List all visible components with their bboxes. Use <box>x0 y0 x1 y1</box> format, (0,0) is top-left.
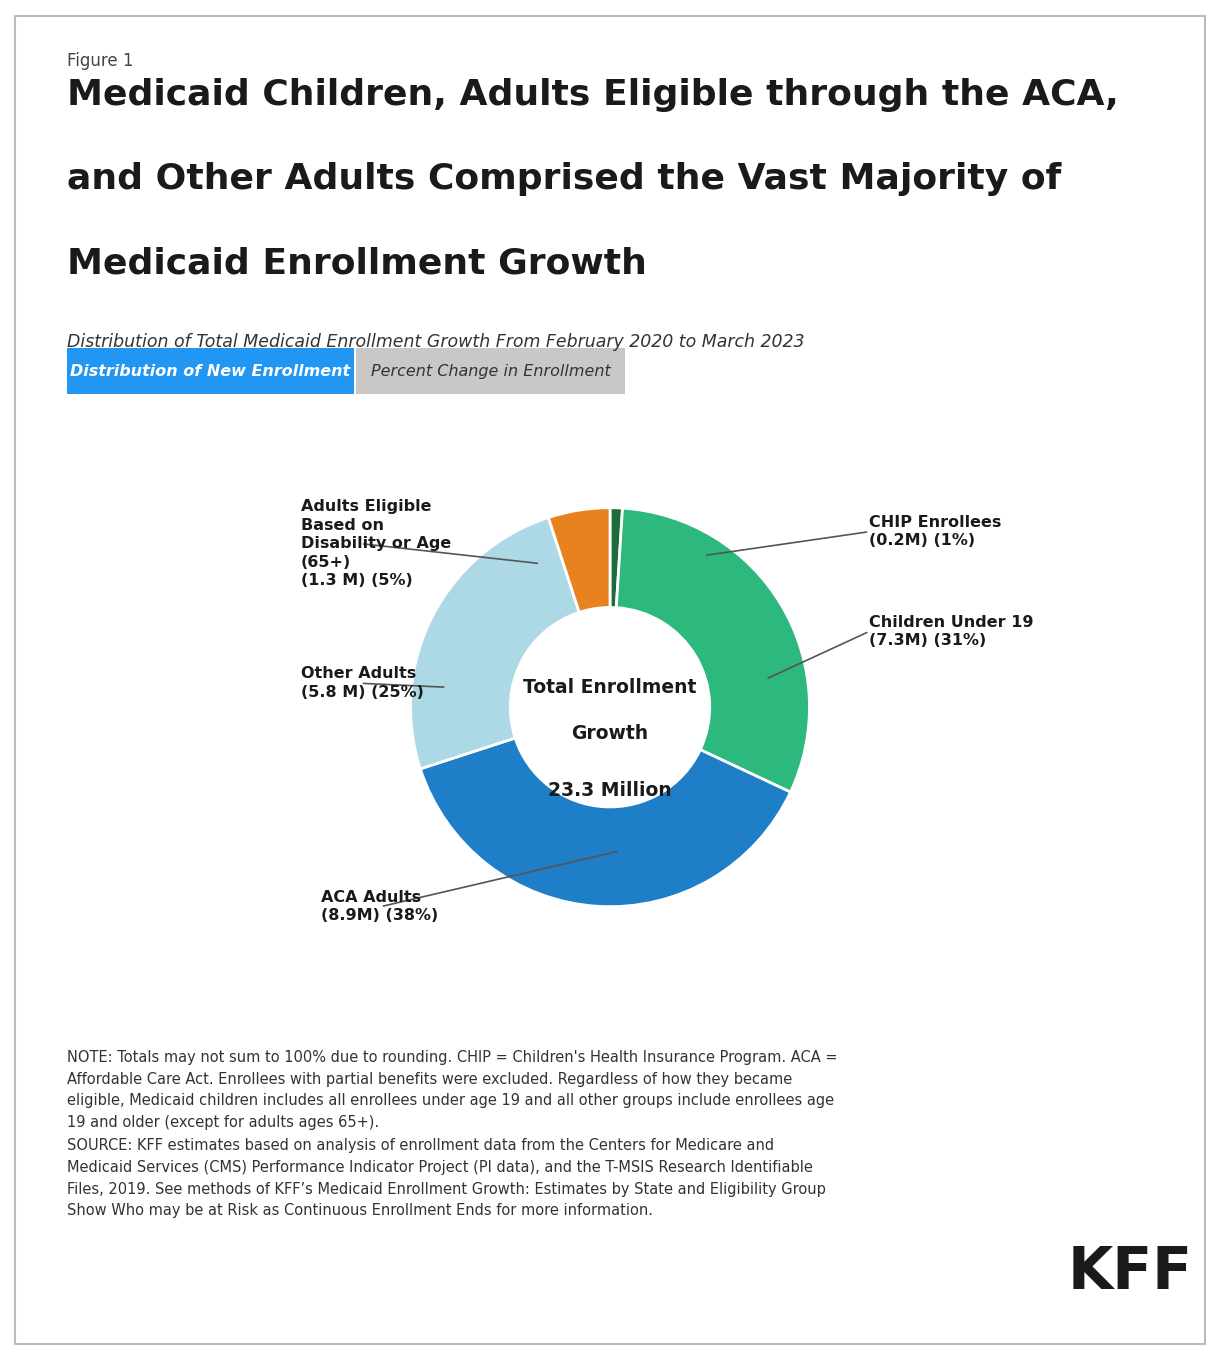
Text: and Other Adults Comprised the Vast Majority of: and Other Adults Comprised the Vast Majo… <box>67 162 1061 196</box>
Wedge shape <box>421 738 791 907</box>
Text: Figure 1: Figure 1 <box>67 52 134 69</box>
Text: Total Enrollment: Total Enrollment <box>523 677 697 696</box>
Text: CHIP Enrollees
(0.2M) (1%): CHIP Enrollees (0.2M) (1%) <box>870 515 1002 548</box>
Text: Other Adults
(5.8 M) (25%): Other Adults (5.8 M) (25%) <box>301 666 423 700</box>
Wedge shape <box>610 507 622 608</box>
Text: Growth: Growth <box>571 724 649 743</box>
Text: Medicaid Enrollment Growth: Medicaid Enrollment Growth <box>67 246 647 280</box>
Text: Distribution of New Enrollment: Distribution of New Enrollment <box>71 363 350 379</box>
Text: Medicaid Children, Adults Eligible through the ACA,: Medicaid Children, Adults Eligible throu… <box>67 78 1119 112</box>
Wedge shape <box>548 507 610 612</box>
Text: Percent Change in Enrollment: Percent Change in Enrollment <box>371 363 610 379</box>
Text: Distribution of Total Medicaid Enrollment Growth From February 2020 to March 202: Distribution of Total Medicaid Enrollmen… <box>67 333 805 351</box>
Text: 23.3 Million: 23.3 Million <box>548 782 672 801</box>
Text: NOTE: Totals may not sum to 100% due to rounding. CHIP = Children's Health Insur: NOTE: Totals may not sum to 100% due to … <box>67 1050 838 1130</box>
Wedge shape <box>411 518 580 768</box>
Text: SOURCE: KFF estimates based on analysis of enrollment data from the Centers for : SOURCE: KFF estimates based on analysis … <box>67 1138 826 1219</box>
Text: Children Under 19
(7.3M) (31%): Children Under 19 (7.3M) (31%) <box>870 615 1033 649</box>
Text: ACA Adults
(8.9M) (38%): ACA Adults (8.9M) (38%) <box>321 889 438 923</box>
Wedge shape <box>616 509 809 792</box>
Text: KFF: KFF <box>1068 1244 1192 1302</box>
Text: Adults Eligible
Based on
Disability or Age
(65+)
(1.3 M) (5%): Adults Eligible Based on Disability or A… <box>301 499 451 589</box>
